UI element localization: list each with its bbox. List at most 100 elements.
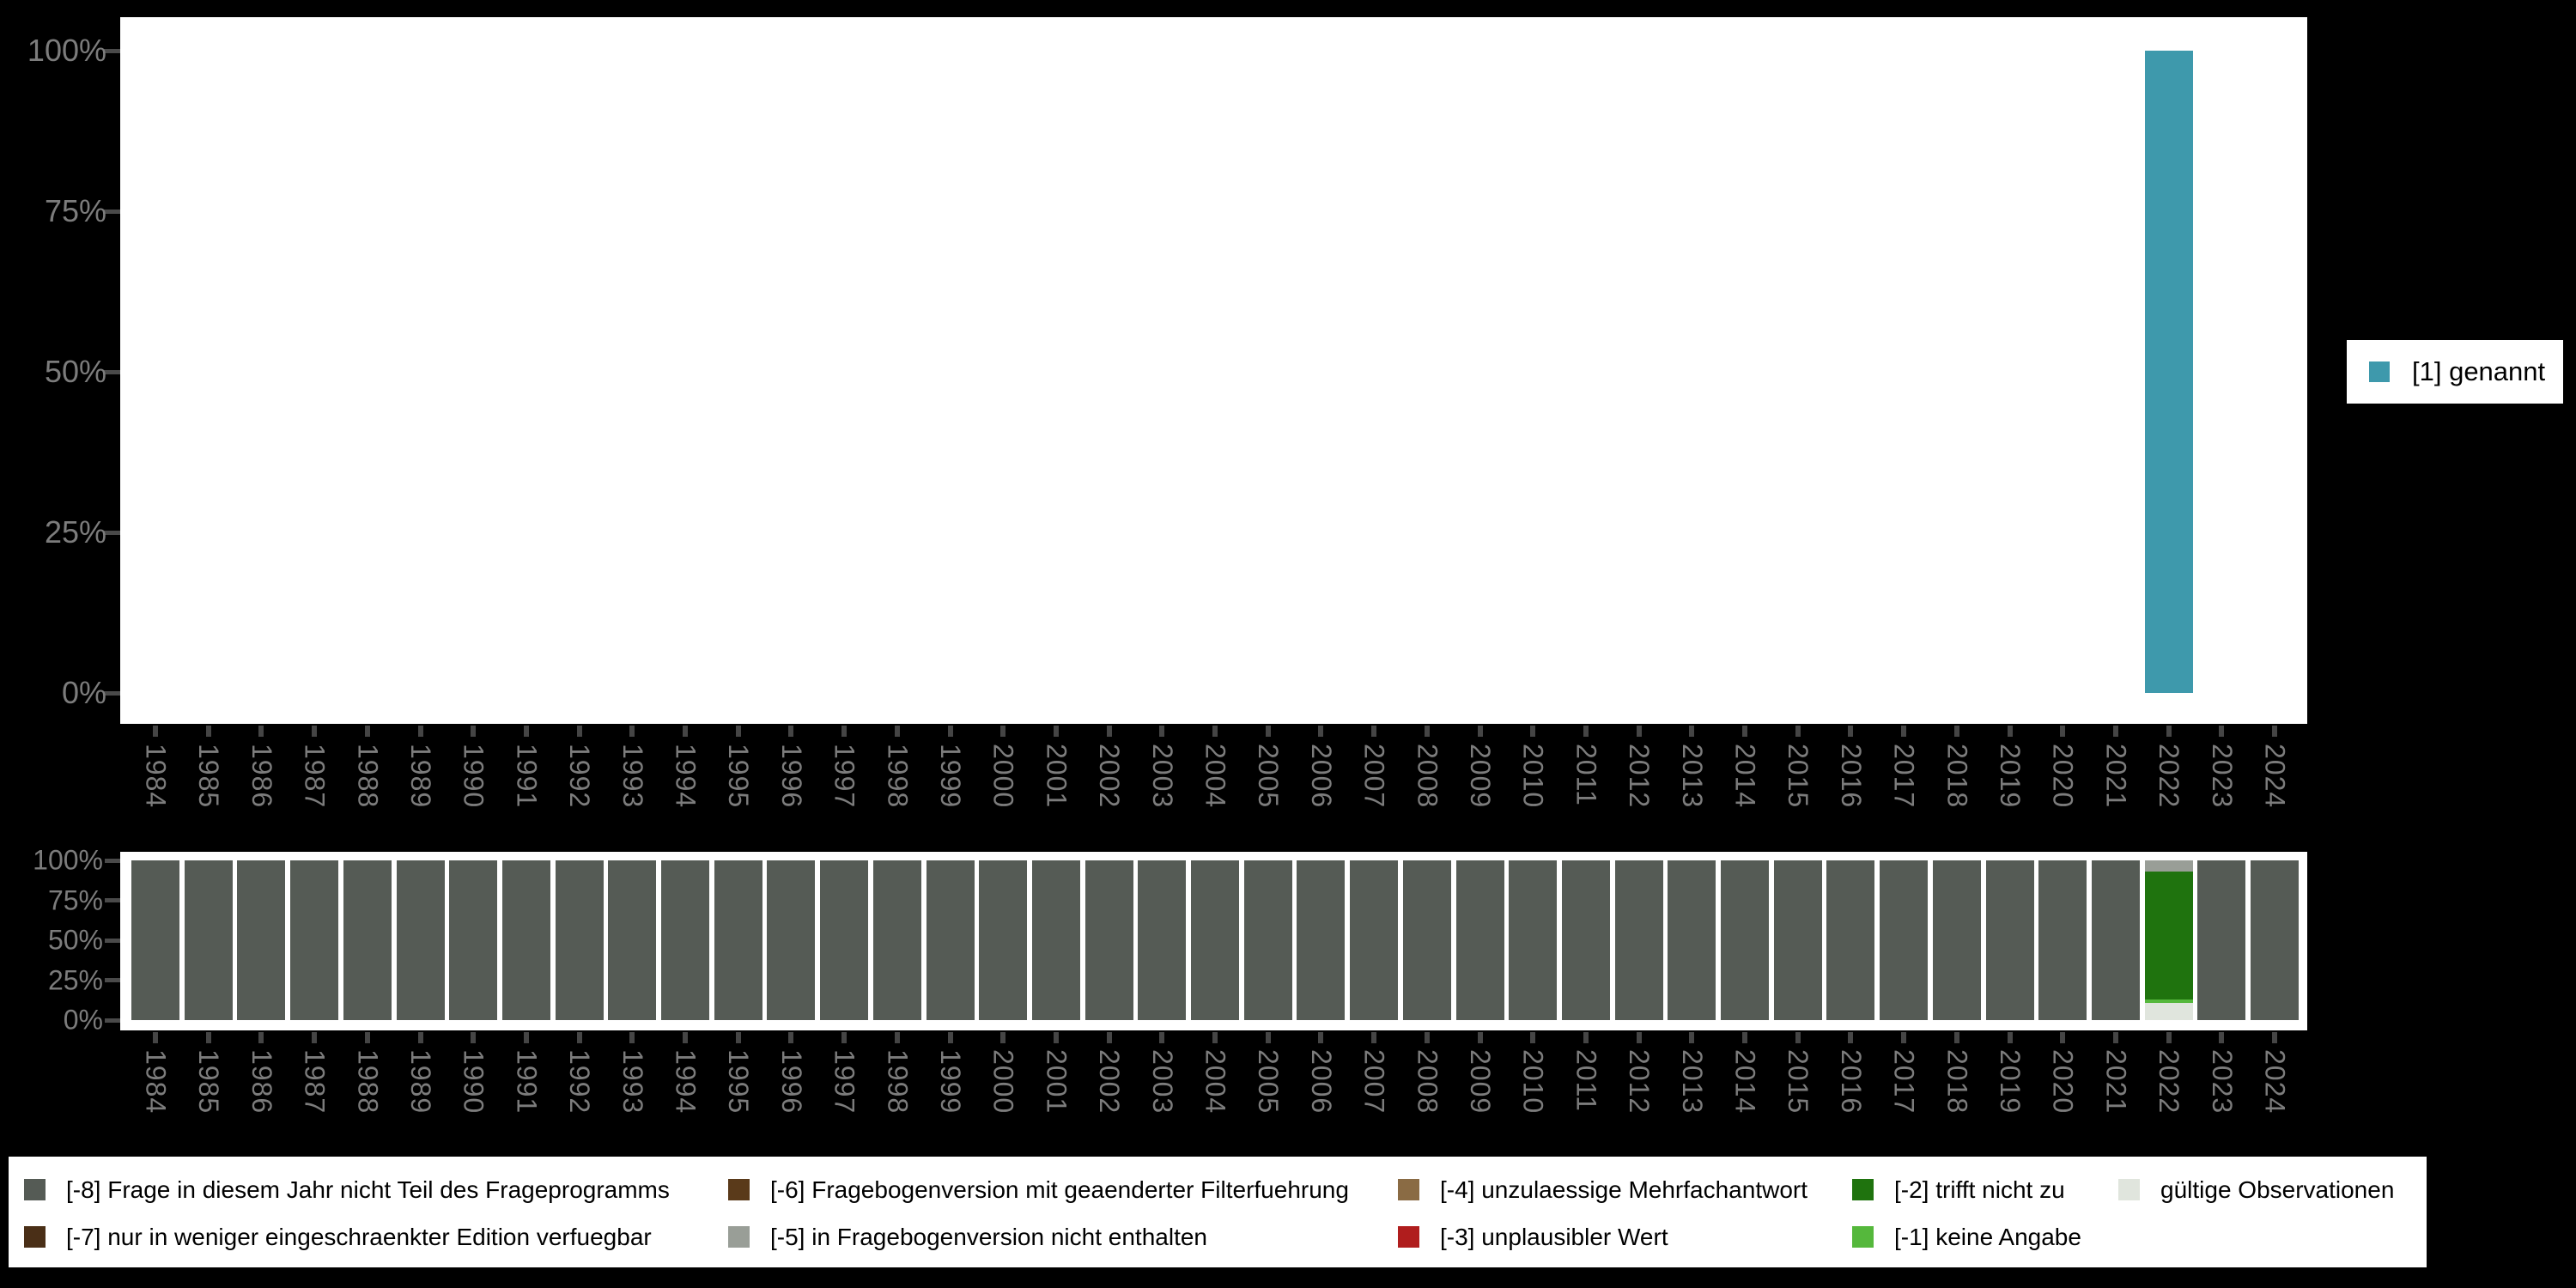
legend-swatch-7-nur-in-weniger-eingeschraenkter-edition-verfuegbar bbox=[24, 1226, 46, 1248]
x-axis-tick bbox=[2219, 726, 2225, 737]
y-axis-label: 0% bbox=[61, 675, 106, 710]
bar-2024-8-frage-in-diesem-jahr-nicht-teil-des-frageprogramms bbox=[2251, 860, 2299, 1020]
x-axis-year-label: 1993 bbox=[617, 1049, 648, 1115]
x-axis-year-label: 2000 bbox=[987, 744, 1019, 809]
legend-label-2-trifft-nicht-zu: [-2] trifft nicht zu bbox=[1894, 1176, 2065, 1203]
x-axis-year-label: 2022 bbox=[2154, 1049, 2185, 1115]
x-axis-year-label: 1985 bbox=[193, 744, 225, 809]
bar-1988-8-frage-in-diesem-jahr-nicht-teil-des-frageprogramms bbox=[343, 860, 392, 1020]
bar-2022-g-ltige-observationen bbox=[2144, 1002, 2193, 1020]
bar-2007-8-frage-in-diesem-jahr-nicht-teil-des-frageprogramms bbox=[1350, 860, 1399, 1020]
legend-label-3-unplausibler-wert: [-3] unplausibler Wert bbox=[1440, 1224, 1668, 1250]
x-axis-year-label: 2005 bbox=[1253, 744, 1285, 809]
x-axis-tick bbox=[1583, 1032, 1589, 1043]
bar-1987-8-frage-in-diesem-jahr-nicht-teil-des-frageprogramms bbox=[290, 860, 339, 1020]
x-axis-year-label: 2009 bbox=[1465, 744, 1496, 809]
x-axis-year-label: 2015 bbox=[1783, 1049, 1814, 1115]
x-axis-year-label: 2020 bbox=[2047, 1049, 2079, 1115]
x-axis-year-label: 2019 bbox=[1995, 744, 2026, 809]
bar-2022-2-trifft-nicht-zu bbox=[2144, 872, 2193, 999]
x-axis-year-label: 2023 bbox=[2206, 1049, 2238, 1115]
x-axis-year-label: 2014 bbox=[1729, 1049, 1761, 1115]
bar-2005-8-frage-in-diesem-jahr-nicht-teil-des-frageprogramms bbox=[1243, 860, 1292, 1020]
x-axis-tick bbox=[788, 1032, 794, 1043]
x-axis-tick bbox=[576, 1032, 582, 1043]
x-axis-tick bbox=[1901, 1032, 1907, 1043]
bar-2022-1-keine-angabe bbox=[2144, 999, 2193, 1003]
y-axis-label: 25% bbox=[47, 964, 103, 995]
y-axis-label: 50% bbox=[44, 354, 106, 389]
y-axis-tick bbox=[105, 858, 120, 863]
x-axis-year-label: 2012 bbox=[1624, 744, 1656, 809]
y-axis-label: 100% bbox=[33, 844, 103, 876]
y-axis-tick bbox=[103, 48, 120, 53]
bar-2020-8-frage-in-diesem-jahr-nicht-teil-des-frageprogramms bbox=[2038, 860, 2087, 1020]
legend-swatch-5-in-fragebogenversion-nicht-enthalten bbox=[728, 1226, 750, 1248]
x-axis-tick bbox=[1530, 1032, 1536, 1043]
bar-1984-8-frage-in-diesem-jahr-nicht-teil-des-frageprogramms bbox=[131, 860, 179, 1020]
x-axis-year-label: 1989 bbox=[405, 1049, 436, 1115]
x-axis-year-label: 2009 bbox=[1465, 1049, 1496, 1115]
x-axis-tick bbox=[2060, 1032, 2066, 1043]
y-axis-label: 75% bbox=[47, 884, 103, 915]
x-axis-tick bbox=[1530, 726, 1536, 737]
x-axis-year-label: 2017 bbox=[1888, 1049, 1920, 1115]
x-axis-tick bbox=[205, 726, 211, 737]
x-axis-tick bbox=[1265, 1032, 1271, 1043]
bar-2000-8-frage-in-diesem-jahr-nicht-teil-des-frageprogramms bbox=[979, 860, 1028, 1020]
bar-2003-8-frage-in-diesem-jahr-nicht-teil-des-frageprogramms bbox=[1138, 860, 1187, 1020]
x-axis-tick bbox=[1742, 1032, 1747, 1043]
legend-label-6-fragebogenversion-mit-geaenderter-filterfuehrung: [-6] Fragebogenversion mit geaenderter F… bbox=[770, 1176, 1349, 1203]
x-axis-tick bbox=[841, 1032, 848, 1043]
x-axis-tick bbox=[523, 726, 529, 737]
bar-1989-8-frage-in-diesem-jahr-nicht-teil-des-frageprogramms bbox=[396, 860, 445, 1020]
y-axis-label: 0% bbox=[63, 1004, 103, 1036]
x-axis-tick bbox=[2060, 726, 2066, 737]
y-axis-label: 75% bbox=[44, 193, 106, 228]
x-axis-year-label: 2022 bbox=[2154, 744, 2185, 809]
y-axis-tick bbox=[105, 938, 120, 943]
bar-2012-8-frage-in-diesem-jahr-nicht-teil-des-frageprogramms bbox=[1614, 860, 1663, 1020]
x-axis-year-label: 2014 bbox=[1729, 744, 1761, 809]
x-axis-tick bbox=[1424, 1032, 1430, 1043]
x-axis-year-label: 2011 bbox=[1571, 1049, 1602, 1112]
bar-2008-8-frage-in-diesem-jahr-nicht-teil-des-frageprogramms bbox=[1402, 860, 1451, 1020]
x-axis-year-label: 1995 bbox=[723, 1049, 755, 1115]
bar-2009-8-frage-in-diesem-jahr-nicht-teil-des-frageprogramms bbox=[1455, 860, 1504, 1020]
x-axis-tick bbox=[735, 726, 741, 737]
x-axis-year-label: 1999 bbox=[935, 1049, 966, 1115]
legend-label-5-in-fragebogenversion-nicht-enthalten: [-5] in Fragebogenversion nicht enthalte… bbox=[770, 1224, 1207, 1250]
x-axis-tick bbox=[1901, 726, 1907, 737]
x-axis-tick bbox=[364, 726, 370, 737]
x-axis-tick bbox=[683, 726, 688, 737]
x-axis-tick bbox=[947, 1032, 953, 1043]
x-axis-year-label: 1994 bbox=[670, 1049, 702, 1115]
x-axis-year-label: 1999 bbox=[935, 744, 966, 809]
bar-2002-8-frage-in-diesem-jahr-nicht-teil-des-frageprogramms bbox=[1084, 860, 1133, 1020]
bar-2019-8-frage-in-diesem-jahr-nicht-teil-des-frageprogramms bbox=[1985, 860, 2034, 1020]
legend-label-genannt: [1] genannt bbox=[2412, 356, 2546, 386]
x-axis-year-label: 1995 bbox=[723, 744, 755, 809]
x-axis-year-label: 1992 bbox=[564, 744, 596, 809]
x-axis-year-label: 2005 bbox=[1253, 1049, 1285, 1115]
x-axis-year-label: 2007 bbox=[1358, 1049, 1390, 1115]
x-axis-tick bbox=[1106, 726, 1112, 737]
x-axis-year-label: 1993 bbox=[617, 744, 648, 809]
x-axis-tick bbox=[1795, 1032, 1801, 1043]
bar-1995-8-frage-in-diesem-jahr-nicht-teil-des-frageprogramms bbox=[714, 860, 762, 1020]
x-axis-year-label: 2004 bbox=[1200, 1049, 1231, 1115]
x-axis-tick bbox=[523, 1032, 529, 1043]
x-axis-tick bbox=[1477, 1032, 1483, 1043]
x-axis-tick bbox=[1106, 1032, 1112, 1043]
x-axis-tick bbox=[629, 1032, 635, 1043]
x-axis-tick bbox=[1795, 726, 1801, 737]
legend-swatch-genannt bbox=[2369, 361, 2390, 382]
x-axis-year-label: 2003 bbox=[1146, 744, 1178, 809]
x-axis-tick bbox=[1636, 726, 1642, 737]
bar-1985-8-frage-in-diesem-jahr-nicht-teil-des-frageprogramms bbox=[184, 860, 233, 1020]
x-axis-tick bbox=[1953, 726, 1959, 737]
legend-swatch-4-unzulaessige-mehrfachantwort bbox=[1398, 1179, 1419, 1200]
x-axis-tick bbox=[1053, 726, 1059, 737]
legend-swatch-6-fragebogenversion-mit-geaenderter-filterfuehrung bbox=[728, 1179, 750, 1200]
x-axis-tick bbox=[1000, 726, 1006, 737]
